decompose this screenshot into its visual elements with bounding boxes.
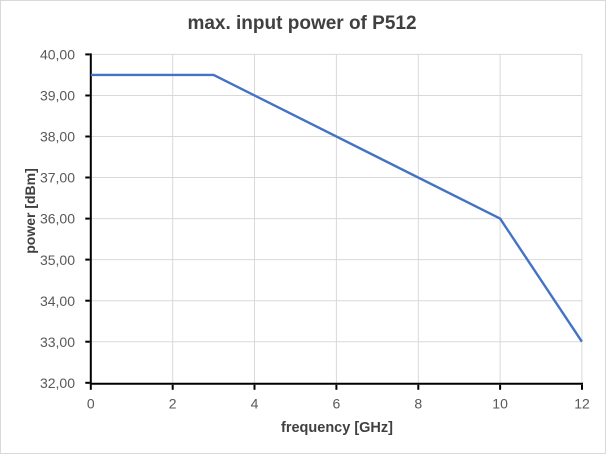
svg-text:6: 6 (333, 396, 341, 412)
svg-text:max. input power of P512: max. input power of P512 (187, 13, 416, 34)
svg-text:power [dBm]: power [dBm] (22, 168, 38, 254)
svg-text:36,00: 36,00 (40, 211, 75, 227)
svg-text:10: 10 (492, 396, 508, 412)
svg-text:4: 4 (251, 396, 259, 412)
svg-text:35,00: 35,00 (40, 252, 75, 268)
svg-text:33,00: 33,00 (40, 334, 75, 350)
svg-text:39,00: 39,00 (40, 88, 75, 104)
svg-text:34,00: 34,00 (40, 293, 75, 309)
svg-text:32,00: 32,00 (40, 375, 75, 391)
svg-text:frequency [GHz]: frequency [GHz] (281, 420, 393, 436)
svg-text:2: 2 (169, 396, 177, 412)
svg-text:8: 8 (414, 396, 422, 412)
svg-text:40,00: 40,00 (40, 47, 75, 63)
svg-text:38,00: 38,00 (40, 129, 75, 145)
svg-text:37,00: 37,00 (40, 170, 75, 186)
svg-text:12: 12 (574, 396, 590, 412)
svg-text:0: 0 (87, 396, 95, 412)
